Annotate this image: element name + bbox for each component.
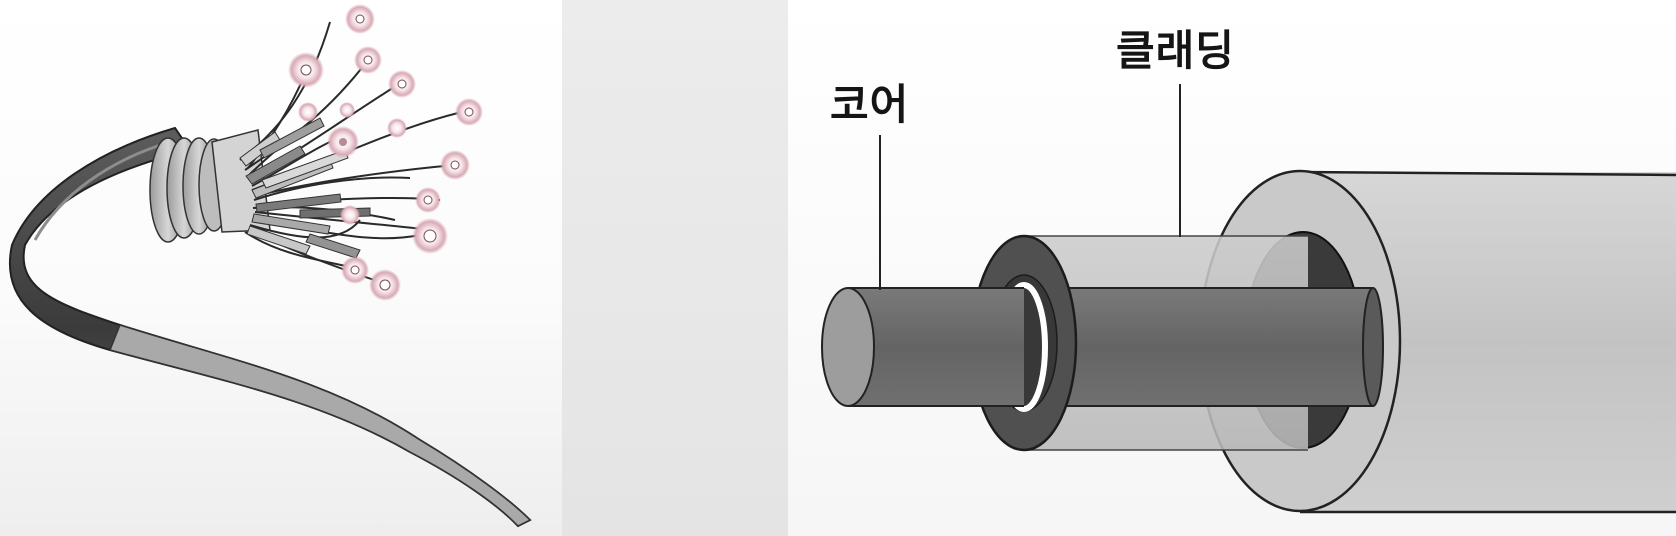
divider-panel [562, 0, 788, 536]
core-inner-end [1362, 287, 1384, 407]
fiber-structure-panel: 코어 클래딩 [788, 0, 1676, 536]
outer-jacket-top-edge [1299, 170, 1676, 177]
core-label: 코어 [830, 80, 910, 129]
cable-tail [108, 324, 532, 527]
fiber-sleeves [239, 117, 371, 259]
fiber-bundle-panel [0, 0, 562, 536]
core-body [848, 288, 1024, 406]
fiber-ends [288, 4, 483, 301]
core-inner-body [988, 288, 1373, 406]
fiber-bundle-illustration [8, 4, 532, 528]
jacket-highlight [33, 140, 171, 241]
cladding-label: 클래딩 [1116, 26, 1235, 75]
fiber-structure-illustration [821, 84, 1676, 514]
core-face [821, 287, 875, 407]
outer-jacket-body [1300, 172, 1676, 512]
